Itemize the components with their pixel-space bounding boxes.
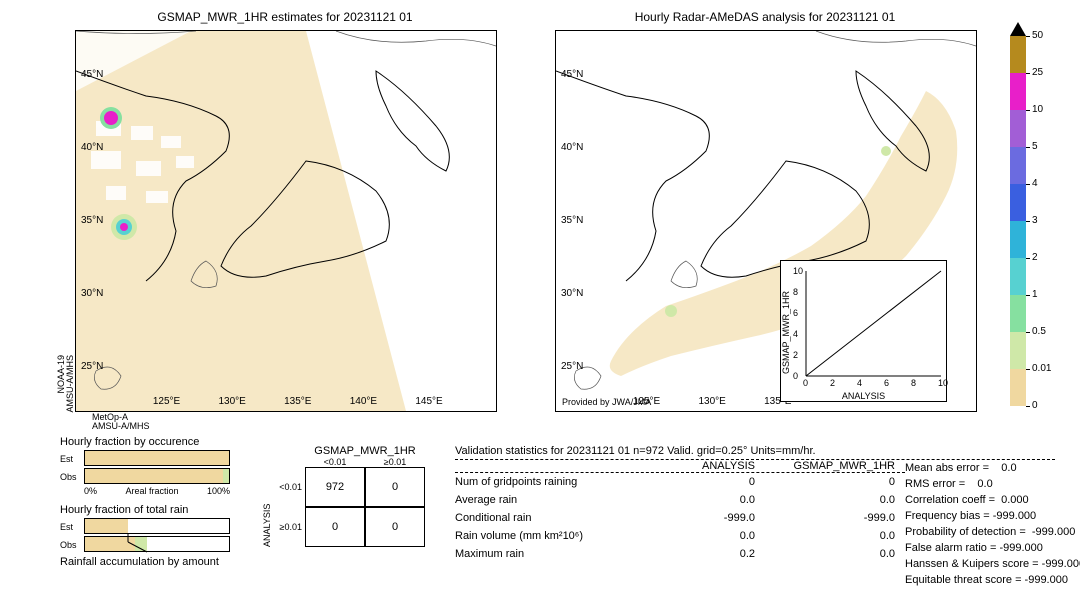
occ-xlabel: Areal fraction (125, 486, 178, 496)
inset-ylabel: GSMAP_MWR_1HR (781, 291, 791, 374)
occ-x0: 0% (84, 486, 97, 496)
tr-est-label: Est (60, 522, 84, 532)
ct-10: 0 (305, 507, 365, 547)
right-map-title: Hourly Radar-AMeDAS analysis for 2023112… (555, 10, 975, 24)
ct-rowaxis: ANALYSIS (260, 467, 274, 547)
occ-x1: 100% (207, 486, 230, 496)
ct-11: 0 (365, 507, 425, 547)
ct-col1: <0.01 (305, 457, 365, 467)
tr-bar-est (84, 518, 230, 534)
accum-title: Rainfall accumulation by amount (60, 556, 219, 568)
bar-est-label: Est (60, 454, 84, 464)
totalrain-title: Hourly fraction of total rain (60, 504, 188, 516)
ct-title: GSMAP_MWR_1HR (305, 445, 425, 457)
tr-obs-label: Obs (60, 540, 84, 550)
ct-row1: <0.01 (274, 467, 305, 507)
bar-obs-label: Obs (60, 472, 84, 482)
inset-xlabel: ANALYSIS (781, 391, 946, 401)
tr-bar-obs (84, 536, 230, 552)
validation-header: Validation statistics for 20231121 01 n=… (455, 445, 1055, 457)
colorbar (1010, 36, 1026, 406)
left-map-panel (75, 30, 497, 412)
occurrence-title: Hourly fraction by occurence (60, 436, 199, 448)
ct-row2: ≥0.01 (274, 507, 305, 547)
occ-bar-est (84, 450, 230, 466)
sensor-label-2: AMSU-A/MHS (65, 355, 75, 413)
ct-01: 0 (365, 467, 425, 507)
val-col2: GSMAP_MWR_1HR (755, 460, 895, 472)
sensor-label-4: AMSU-A/MHS (92, 421, 150, 431)
left-map-title: GSMAP_MWR_1HR estimates for 20231121 01 (75, 10, 495, 24)
inset-scatter: ANALYSIS GSMAP_MWR_1HR 0246810 0246810 (780, 260, 947, 402)
ct-00: 972 (305, 467, 365, 507)
occ-bar-obs (84, 468, 230, 484)
val-col1: ANALYSIS (655, 460, 755, 472)
ct-col2: ≥0.01 (365, 457, 425, 467)
left-map-svg (76, 31, 496, 411)
